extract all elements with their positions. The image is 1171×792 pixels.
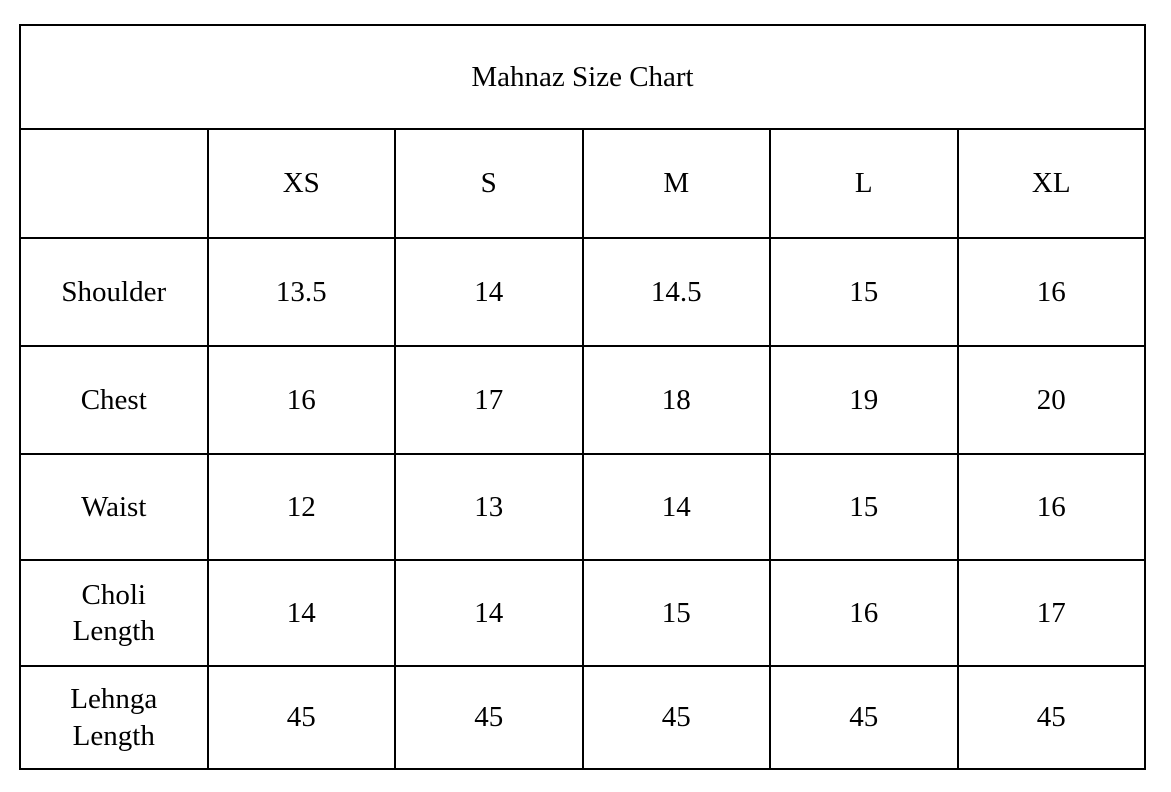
row-label-text: Lehnga Length (70, 683, 158, 752)
table-cell: 20 (956, 345, 1146, 455)
table-cell: 45 (206, 665, 396, 770)
row-label: Shoulder (19, 237, 209, 347)
table-cell: 14 (206, 559, 396, 667)
row-label: Choli Length (19, 559, 209, 667)
table-cell: 14 (394, 237, 584, 347)
table-cell: 15 (769, 237, 959, 347)
row-label: Lehnga Length (19, 665, 209, 770)
table-cell: 16 (956, 453, 1146, 561)
table-row-shoulder: Shoulder 13.5 14 14.5 15 16 (19, 237, 1146, 347)
row-label: Waist (19, 453, 209, 561)
row-label-text: Choli Length (72, 578, 155, 647)
table-cell: 16 (769, 559, 959, 667)
column-header-s: S (394, 128, 584, 239)
column-header-m: M (581, 128, 771, 239)
table-cell: 19 (769, 345, 959, 455)
table-cell: 14 (581, 453, 771, 561)
row-label-text: Waist (81, 490, 147, 523)
table-title-row: Mahnaz Size Chart (19, 24, 1146, 130)
table-header-row: XS S M L XL (19, 128, 1146, 239)
column-header-l: L (769, 128, 959, 239)
table-cell: 14.5 (581, 237, 771, 347)
table-cell: 15 (581, 559, 771, 667)
table-cell: 15 (769, 453, 959, 561)
table-cell: 12 (206, 453, 396, 561)
table-cell: 45 (769, 665, 959, 770)
table-row-lehnga-length: Lehnga Length 45 45 45 45 45 (19, 665, 1146, 770)
column-header-xs: XS (206, 128, 396, 239)
table-cell: 13.5 (206, 237, 396, 347)
table-row-waist: Waist 12 13 14 15 16 (19, 453, 1146, 561)
table-cell: 45 (956, 665, 1146, 770)
column-header-xl: XL (956, 128, 1146, 239)
table-row-choli-length: Choli Length 14 14 15 16 17 (19, 559, 1146, 667)
table-title: Mahnaz Size Chart (19, 24, 1146, 130)
table-cell: 45 (581, 665, 771, 770)
table-cell: 45 (394, 665, 584, 770)
table-row-chest: Chest 16 17 18 19 20 (19, 345, 1146, 455)
table-cell: 13 (394, 453, 584, 561)
row-label-text: Chest (80, 383, 147, 416)
row-label-text: Shoulder (61, 275, 167, 308)
table-cell: 18 (581, 345, 771, 455)
row-label: Chest (19, 345, 209, 455)
table-cell: 16 (206, 345, 396, 455)
table-cell: 17 (394, 345, 584, 455)
column-header-blank (19, 128, 209, 239)
table-cell: 14 (394, 559, 584, 667)
size-chart-table: Mahnaz Size Chart XS S M L XL Shoulder 1… (19, 24, 1146, 770)
table-cell: 16 (956, 237, 1146, 347)
table-cell: 17 (956, 559, 1146, 667)
